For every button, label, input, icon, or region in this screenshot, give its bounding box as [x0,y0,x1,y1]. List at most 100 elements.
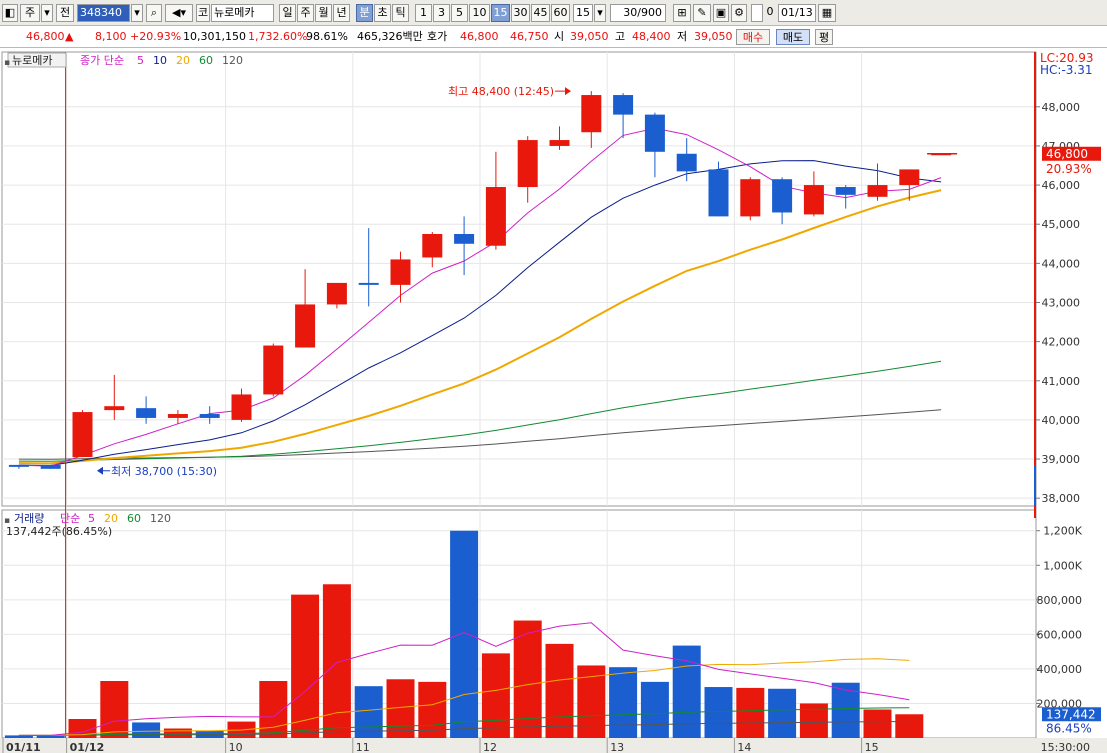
legend-ma-period: 5 [137,54,144,67]
high-price: 48,400 [632,30,671,43]
price-panel [1,51,1037,507]
candle-body [295,304,316,348]
candle-body [549,140,570,146]
candle-count-field[interactable]: 30/900 [610,4,666,22]
volume-tick-label: 600,000 [1037,628,1083,641]
code-dropdown-icon[interactable]: ▾ [131,4,143,22]
market-dropdown-icon[interactable]: ▾ [41,4,53,22]
minute-30[interactable]: 30 [511,4,530,22]
period-day[interactable]: 일 [279,4,296,22]
save-icon[interactable]: ▣ [713,4,729,22]
legend-ma-period: 60 [199,54,213,67]
period-week[interactable]: 주 [297,4,314,22]
volume-pct: 1,732.60% [248,30,308,43]
period-year[interactable]: 년 [333,4,350,22]
legend-name-box [7,52,67,68]
candle-body [644,114,665,152]
price-tag-box [1042,146,1101,161]
period-second[interactable]: 초 [374,4,391,22]
candle-body [740,179,761,217]
period-minute[interactable]: 분 [356,4,373,22]
price-tag-pct: 20.93% [1046,162,1092,176]
candle-body [867,185,888,197]
volume-tick-label: 800,000 [1037,594,1083,607]
panel-handle-icon: ▪ [4,58,10,68]
legend-ma-period: 120 [222,54,243,67]
period-tick[interactable]: 틱 [392,4,409,22]
legend-ma-period: 20 [176,54,190,67]
period-month[interactable]: 월 [315,4,332,22]
volume-bar [481,653,510,738]
gear-icon[interactable]: ⚙ [731,4,747,22]
stock-code-input[interactable]: 348340 [77,4,130,22]
low-annotation: 최저 38,700 (15:30) [111,465,217,478]
volume-bar [545,643,574,738]
draw-tool-icon[interactable]: ✎ [693,4,711,22]
prev-button[interactable]: 전 [56,4,74,22]
price-tick-label: 41,000 [1042,375,1081,388]
volume-bar [831,682,860,738]
market-select[interactable]: 주 [20,4,40,22]
candle-body [581,95,602,133]
ask-price: 46,800 [460,30,499,43]
candle-body [358,282,379,285]
x-tick-label: 15:30:00 [1041,741,1090,753]
eval-button[interactable]: 평 [815,29,833,45]
low-arrow-head [97,466,103,475]
volume-bar [640,681,669,738]
volume-legend-ma-title: 단순 [60,512,80,525]
minute-10[interactable]: 10 [469,4,490,22]
ma20-line [18,189,942,465]
high-annotation: 최고 48,400 (12:45) [448,85,554,98]
hc-range-bar [1034,466,1036,506]
buy-button[interactable]: 매수 [736,29,770,45]
candle-body [40,464,61,469]
speaker-icon[interactable]: ◀▾ [165,4,193,22]
candle-body [326,282,347,305]
minute-dropdown-icon[interactable]: ▾ [594,4,606,22]
volume-bar [768,688,797,738]
ma60-line [18,360,942,462]
volume-current: 137,442주(86.45%) [6,525,112,538]
candle-body [72,412,93,458]
stock-name-field[interactable]: 뉴로메카 [211,4,274,22]
search-icon[interactable]: ⌕ [146,4,162,22]
price-tick-label: 38,000 [1042,492,1081,505]
candle-body [899,169,920,186]
chart-tool-icon[interactable]: ⊞ [673,4,691,22]
volume-bar [354,686,383,738]
checkbox-label: 0 [766,5,774,18]
volume-tag: 137,442 [1046,707,1096,721]
high-label: 고 [615,30,626,43]
checkbox[interactable] [751,4,763,22]
volume-legend-period: 60 [127,512,141,525]
candle-body [613,95,634,115]
volume-bar [100,681,129,738]
price-tick-label: 42,000 [1042,336,1081,349]
window-menu-icon[interactable]: ◧ [2,4,18,22]
candle-body [772,179,793,213]
sell-button[interactable]: 매도 [776,29,810,45]
minute-select[interactable]: 15 [573,4,593,22]
candle-body [231,394,252,420]
volume-legend-period: 5 [88,512,95,525]
candle-body [104,406,125,411]
minute-45[interactable]: 45 [531,4,550,22]
volume-bar [291,594,320,738]
x-tick-label: 12 [483,741,497,753]
date-field[interactable]: 01/13 [778,4,816,22]
minute-5[interactable]: 5 [451,4,468,22]
volume-ma60-line [18,707,910,736]
calendar-icon[interactable]: ▦ [818,4,836,22]
minute-3[interactable]: 3 [433,4,450,22]
volume-bar [863,709,892,738]
volume-tag-box [1042,707,1101,722]
minute-60[interactable]: 60 [551,4,570,22]
minute-1[interactable]: 1 [415,4,432,22]
price-tick-label: 46,000 [1042,179,1081,192]
x-axis-band [0,738,1107,753]
price-chart: 38,000 39,000 40,000 41,000 42,000 43,000 44,0… [0,51,1107,753]
price-tick-label: 48,000 [1042,101,1081,114]
bid-price: 46,750 [510,30,549,43]
minute-15[interactable]: 15 [491,4,510,22]
